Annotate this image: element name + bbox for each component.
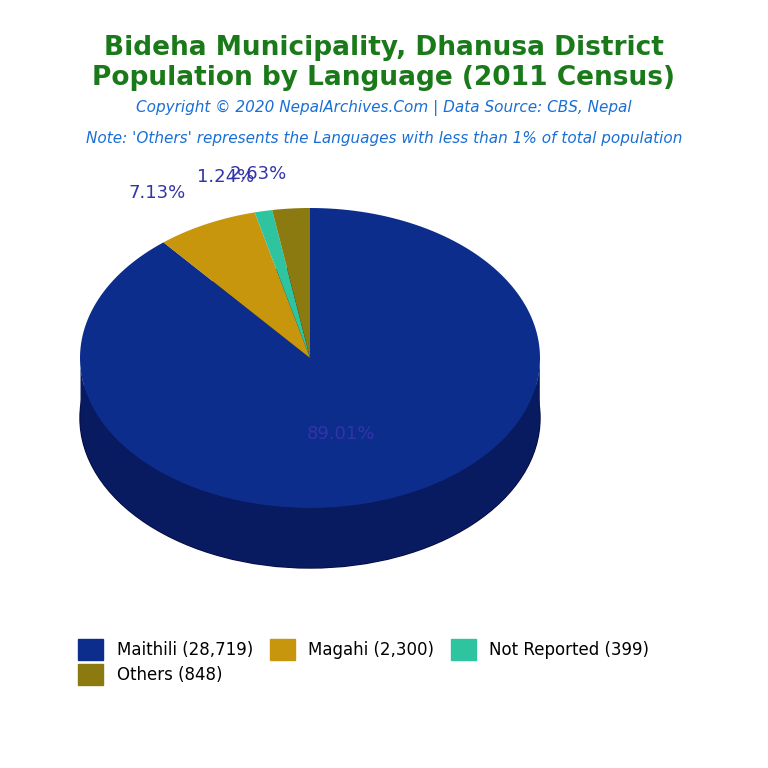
Text: Population by Language (2011 Census): Population by Language (2011 Census) bbox=[92, 65, 676, 91]
Ellipse shape bbox=[80, 268, 540, 568]
Polygon shape bbox=[81, 364, 540, 568]
Polygon shape bbox=[255, 210, 310, 358]
Text: 2.63%: 2.63% bbox=[230, 164, 287, 183]
Polygon shape bbox=[80, 208, 540, 508]
Text: 7.13%: 7.13% bbox=[129, 184, 187, 202]
Polygon shape bbox=[164, 213, 310, 358]
Text: Copyright © 2020 NepalArchives.Com | Data Source: CBS, Nepal: Copyright © 2020 NepalArchives.Com | Dat… bbox=[136, 100, 632, 116]
Text: Note: 'Others' represents the Languages with less than 1% of total population: Note: 'Others' represents the Languages … bbox=[86, 131, 682, 145]
Text: Bideha Municipality, Dhanusa District: Bideha Municipality, Dhanusa District bbox=[104, 35, 664, 61]
Text: 89.01%: 89.01% bbox=[307, 425, 376, 443]
Legend: Others (848): Others (848) bbox=[78, 664, 222, 684]
Text: 1.24%: 1.24% bbox=[197, 168, 254, 186]
Polygon shape bbox=[272, 208, 310, 358]
